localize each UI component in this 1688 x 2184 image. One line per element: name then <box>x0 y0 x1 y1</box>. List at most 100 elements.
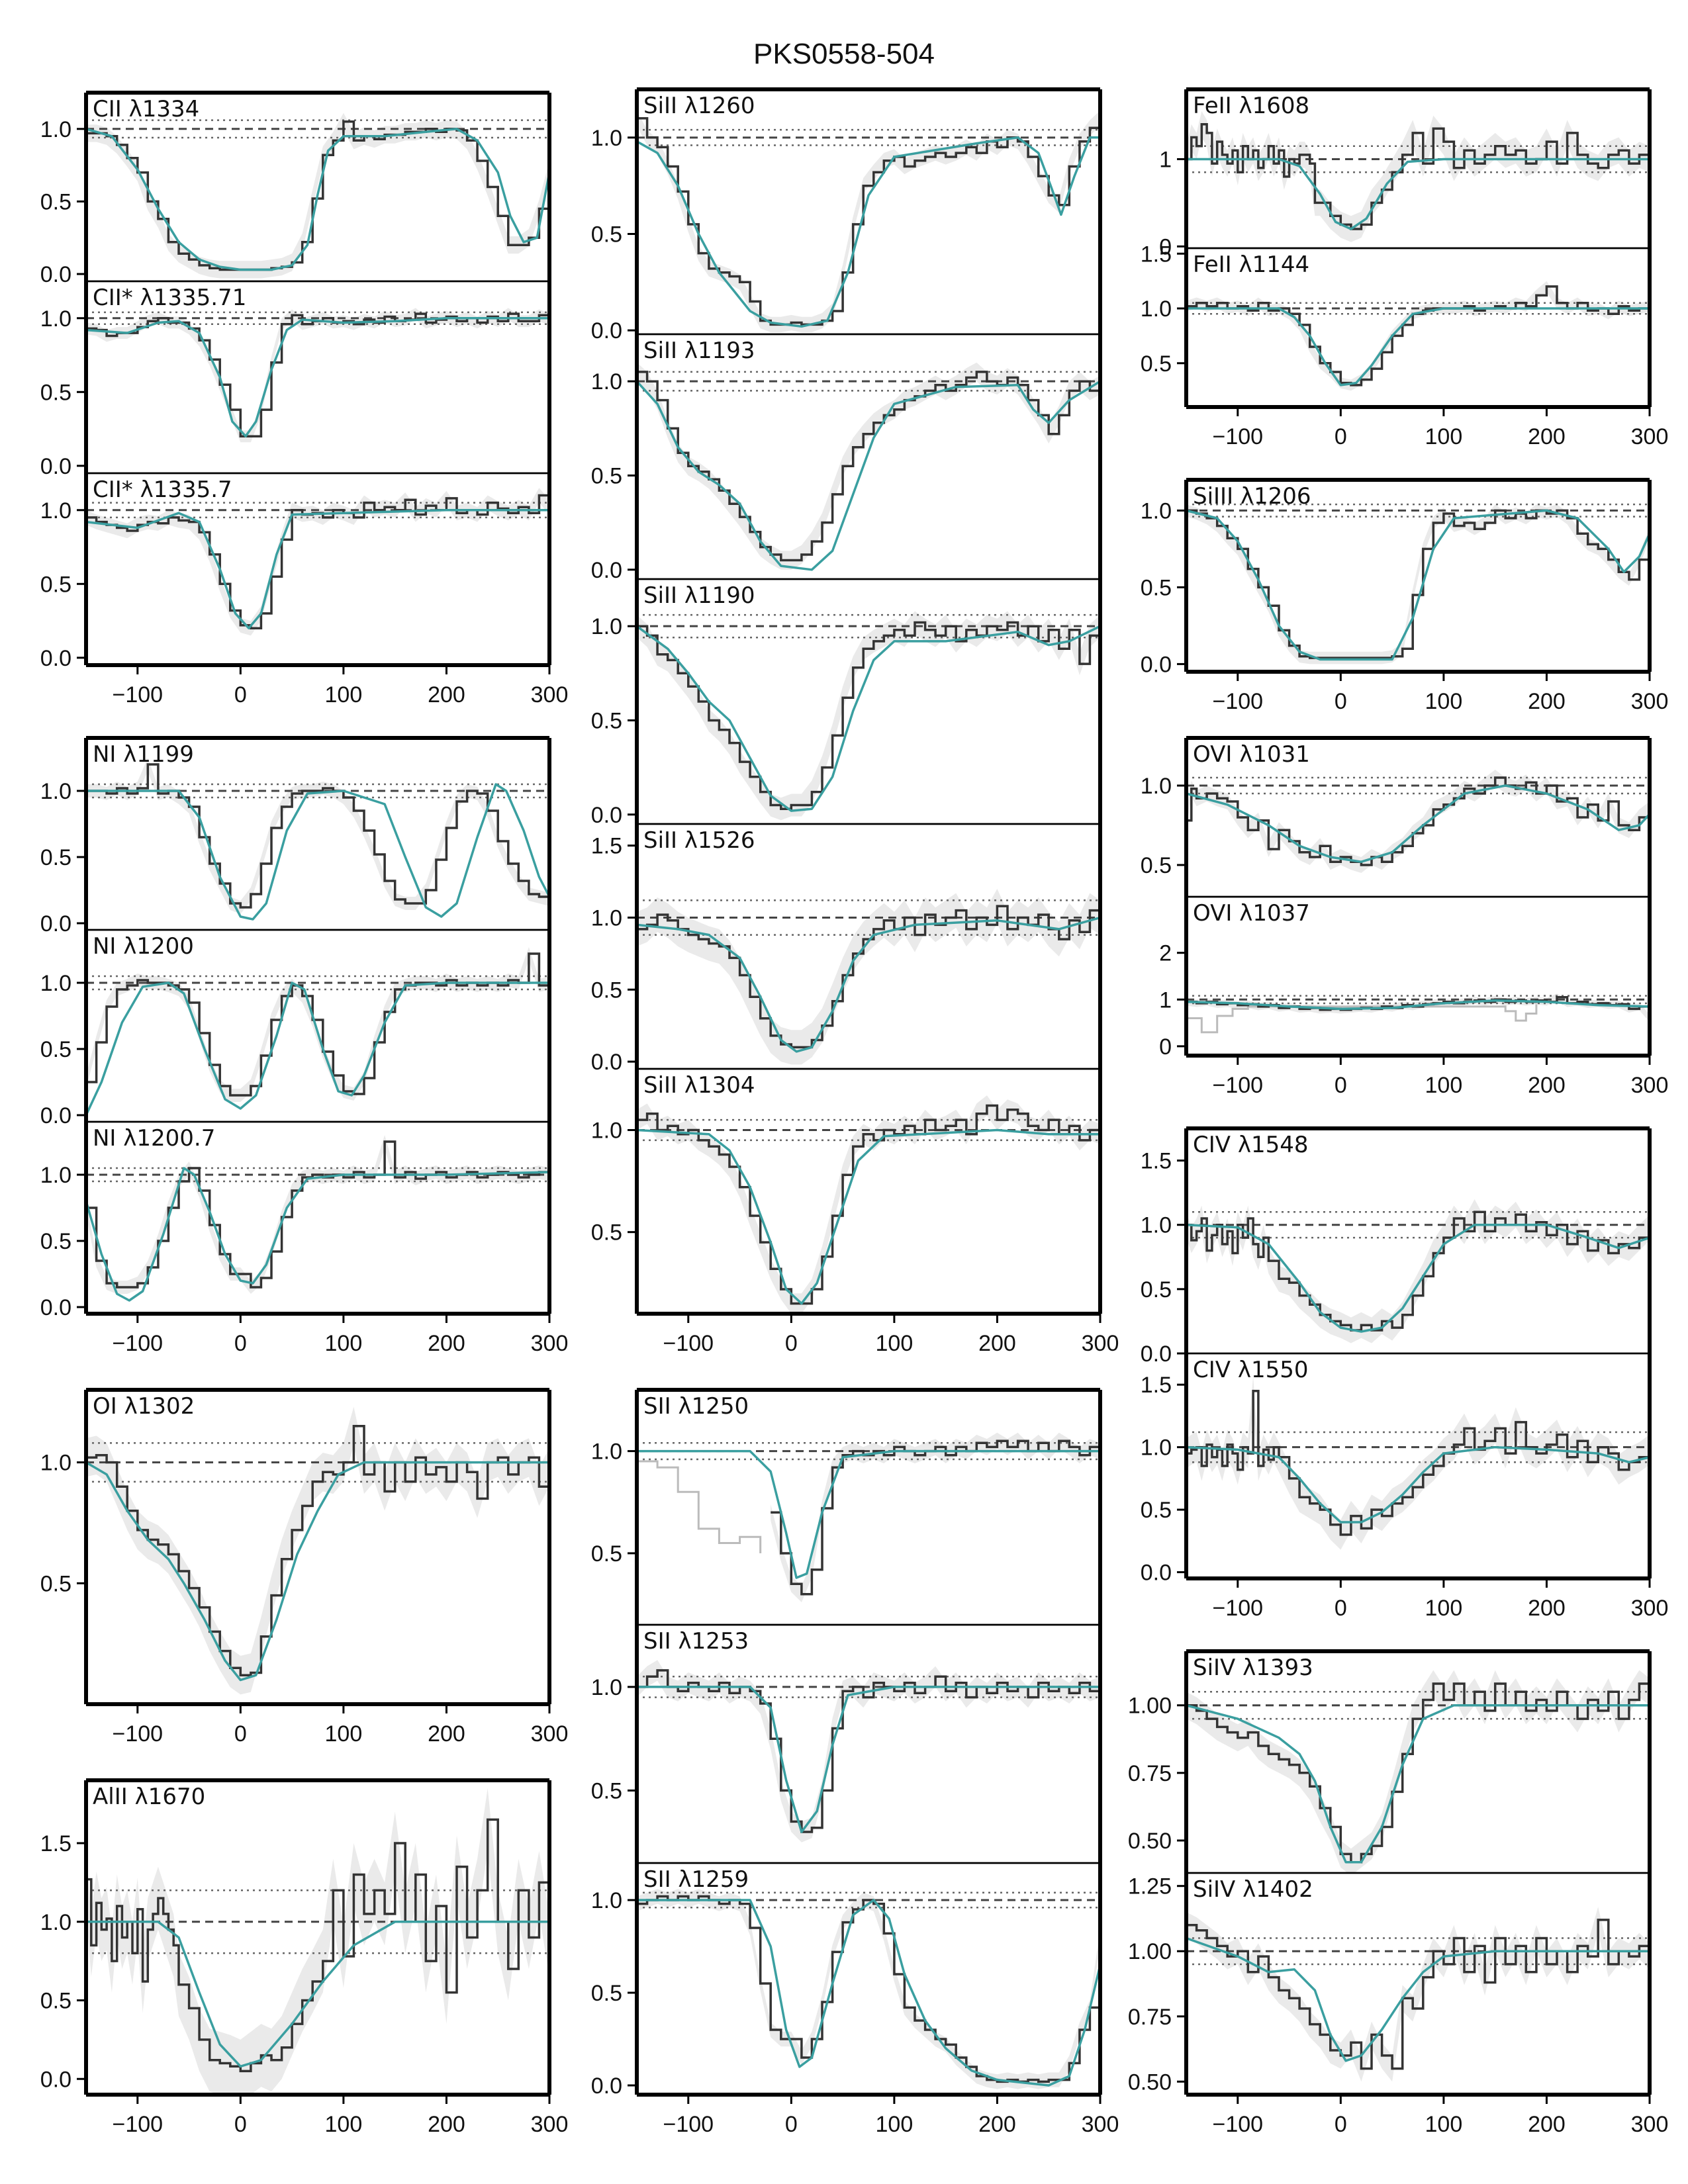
ion-label: SiIII λ1206 <box>1193 483 1311 510</box>
y-tick-label: 1.0 <box>1141 1213 1172 1238</box>
x-tick-label: −100 <box>112 682 163 707</box>
x-tick-label: 200 <box>1528 1596 1566 1621</box>
flux-spectrum <box>1186 1919 1650 2070</box>
flux-spectrum <box>637 371 1100 562</box>
model-fit <box>1186 1704 1650 1864</box>
error-band <box>1186 1907 1650 2082</box>
x-tick-label: 100 <box>1425 1596 1463 1621</box>
error-band <box>637 611 1100 821</box>
y-tick-label: 0.0 <box>1141 1561 1172 1586</box>
x-tick-label: 200 <box>978 2112 1016 2137</box>
ion-label: SII λ1253 <box>643 1628 749 1655</box>
x-tick-label: 300 <box>531 1331 569 1356</box>
y-tick-label: 1.25 <box>1128 1874 1172 1899</box>
y-tick-label: 0.5 <box>40 845 71 870</box>
figure-title: PKS0558-504 <box>753 38 935 70</box>
y-tick-label: 0.5 <box>591 1220 622 1246</box>
plot-area <box>86 947 549 1116</box>
flux-spectrum <box>86 312 549 437</box>
ion-label: SII λ1250 <box>643 1393 749 1420</box>
error-band <box>637 888 1100 1065</box>
flux-spectrum <box>1186 1389 1650 1536</box>
ion-label: OVI λ1031 <box>1193 741 1310 768</box>
y-tick-label: 0.50 <box>1128 2070 1172 2095</box>
x-tick-label: 0 <box>234 1331 247 1356</box>
x-tick-label: 0 <box>785 1331 798 1356</box>
x-tick-label: 200 <box>1528 689 1566 714</box>
x-tick-label: −100 <box>663 2112 714 2137</box>
ion-label: CII* λ1335.7 <box>93 477 232 503</box>
panel-22: 0.0 0.5 1.0 1.5 CIV λ1548 <box>1141 1126 1652 1367</box>
y-tick-label: 1.0 <box>1141 498 1172 523</box>
y-tick-label: 1.0 <box>591 905 622 931</box>
error-band <box>637 1889 1100 2089</box>
x-tick-label: 200 <box>978 1331 1016 1356</box>
ion-label: SiII λ1193 <box>643 338 755 364</box>
y-tick-label: 1.0 <box>591 1888 622 1913</box>
y-tick-label: 0.0 <box>1141 1342 1172 1367</box>
y-tick-label: 1.0 <box>40 1451 71 1476</box>
x-tick-label: 100 <box>325 1331 363 1356</box>
error-band <box>1186 1670 1650 1873</box>
plot-area <box>1186 1199 1650 1343</box>
y-tick-label: 0.5 <box>591 1981 622 2006</box>
y-tick-label: 0.0 <box>40 646 71 671</box>
y-tick-label: 0.0 <box>40 911 71 936</box>
ion-label: OVI λ1037 <box>1193 900 1310 927</box>
y-tick-label: 1.0 <box>591 1439 622 1465</box>
plot-area <box>1186 1907 1650 2082</box>
error-band <box>771 1432 1100 1602</box>
ion-label: CIV λ1548 <box>1193 1132 1308 1158</box>
error-band <box>86 1788 549 2095</box>
ion-label: SiII λ1260 <box>643 93 755 119</box>
x-tick-label: 300 <box>1631 2112 1669 2137</box>
x-tick-label: −100 <box>1212 689 1263 714</box>
x-tick-label: 0 <box>234 1721 247 1747</box>
y-tick-label: 1.5 <box>1141 1149 1172 1174</box>
flux-spectrum <box>637 1895 1100 2083</box>
y-tick-label: 0.0 <box>40 1295 71 1320</box>
plot-area <box>1186 503 1650 664</box>
flux-spectrum <box>86 952 549 1097</box>
x-tick-label: 100 <box>1425 1073 1463 1098</box>
y-tick-label: 1.5 <box>1141 1373 1172 1398</box>
panel-10: 0.0 0.5 1.0 SiII λ1193 <box>591 333 1102 583</box>
y-tick-label: 1.0 <box>40 1163 71 1188</box>
ion-label: CIV λ1550 <box>1193 1357 1308 1383</box>
panel-9: 0.0 0.5 1.0 SiII λ1260 <box>591 87 1102 343</box>
x-tick-label: 0 <box>234 2112 247 2137</box>
x-tick-label: 300 <box>531 1721 569 1747</box>
x-tick-label: −100 <box>1212 2112 1263 2137</box>
error-band <box>1186 111 1650 242</box>
model-fit <box>1186 1936 1650 2062</box>
flux-spectrum <box>771 1439 1100 1596</box>
y-tick-label: 0.5 <box>40 572 71 597</box>
plot-area <box>1186 281 1650 391</box>
y-tick-label: 0.5 <box>1141 1277 1172 1302</box>
x-tick-label: 200 <box>428 1331 465 1356</box>
panel-25: 0.50 0.75 1.00 1.25 −100 0 100 200 300 SiIV λ1402 <box>1128 1872 1669 2137</box>
ion-label: CII* λ1335.71 <box>93 285 246 311</box>
ion-label: NI λ1199 <box>93 741 194 768</box>
flux-spectrum <box>1186 122 1650 230</box>
x-tick-label: 0 <box>1335 2112 1347 2137</box>
ion-label: SiIV λ1402 <box>1193 1876 1313 1903</box>
panel-19: 0.0 0.5 1.0 −100 0 100 200 300 SiIII λ1206 <box>1141 478 1668 714</box>
ion-label: FeII λ1144 <box>1193 251 1309 278</box>
x-tick-label: 0 <box>234 682 247 707</box>
model-fit <box>1186 158 1650 230</box>
x-tick-label: −100 <box>112 2112 163 2137</box>
x-tick-label: 0 <box>1335 424 1347 449</box>
error-band <box>637 1095 1100 1314</box>
y-tick-label: 1.0 <box>40 971 71 996</box>
y-tick-label: 0.5 <box>40 1571 71 1596</box>
y-tick-label: 0.5 <box>40 380 71 405</box>
ion-label: SiII λ1526 <box>643 827 755 854</box>
ion-label: NI λ1200.7 <box>93 1125 215 1152</box>
y-tick-label: 0.0 <box>40 2067 71 2092</box>
plot-area <box>86 1135 549 1302</box>
y-tick-label: 1 <box>1159 147 1172 172</box>
ion-label: FeII λ1608 <box>1193 93 1309 119</box>
model-fit <box>86 317 549 437</box>
flux-spectrum <box>86 763 549 909</box>
